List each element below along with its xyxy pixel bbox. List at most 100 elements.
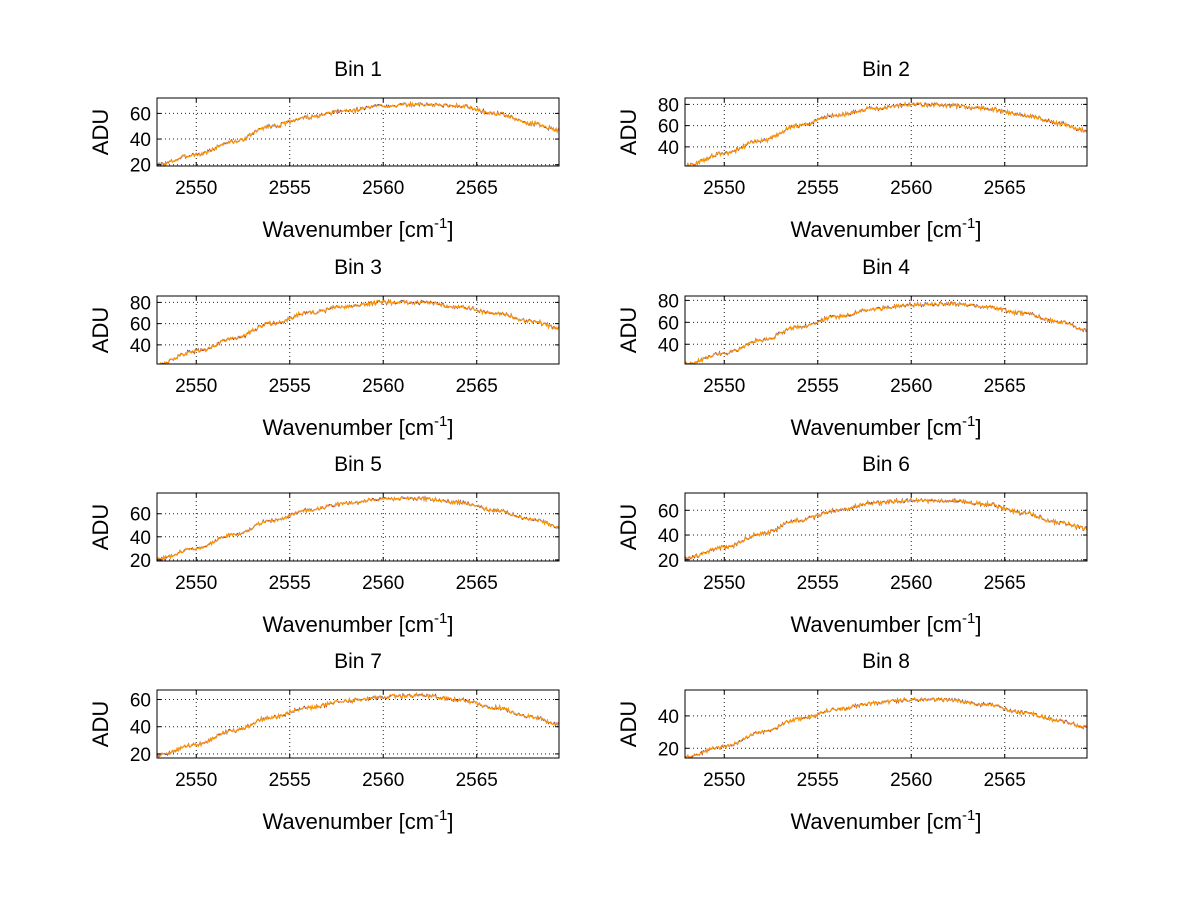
x-tick-label: 2565 — [984, 376, 1026, 397]
series-line-3 — [156, 101, 560, 167]
x-tick-label: 2555 — [269, 573, 311, 594]
subplot-1: Bin 1 2550 2555 2560 2565 20 40 60 Wavenumber [c… — [88, 58, 560, 242]
y-tick-label: 40 — [658, 707, 679, 728]
x-tick-label: 2560 — [362, 770, 404, 791]
y-axis-label: ADU — [88, 701, 113, 747]
y-tick-label: 40 — [130, 130, 151, 151]
y-tick-label: 60 — [658, 117, 679, 138]
x-tick-label: 2565 — [984, 573, 1026, 594]
y-axis-label: ADU — [88, 109, 113, 155]
x-tick-label: 2555 — [269, 376, 311, 397]
x-tick-label: 2560 — [890, 376, 932, 397]
x-tick-label: 2550 — [175, 573, 217, 594]
series-line-2 — [684, 301, 1088, 365]
series-line-3 — [157, 298, 560, 365]
series-line-2 — [684, 497, 1088, 561]
series-line-1 — [685, 101, 1088, 167]
y-tick-label: 80 — [658, 291, 679, 312]
y-axis-label: ADU — [616, 109, 641, 155]
x-axis-label: Wavenumber [cm-1] — [790, 807, 981, 834]
subplot-6: Bin 6 2550 2555 2560 2565 20 40 60 Wavenumber [c… — [616, 453, 1088, 637]
series-line-2 — [157, 298, 560, 365]
x-tick-label: 2550 — [175, 376, 217, 397]
x-axis-label: Wavenumber [cm-1] — [790, 610, 981, 637]
series-line-3 — [684, 497, 1088, 562]
subplot-title: Bin 3 — [334, 256, 382, 279]
axes-frame — [684, 689, 1088, 759]
axes-frame — [156, 689, 560, 759]
subplot-title: Bin 7 — [334, 650, 382, 673]
axes-frame — [156, 295, 560, 365]
x-tick-label: 2550 — [703, 178, 745, 199]
x-tick-label: 2560 — [890, 178, 932, 199]
x-tick-label: 2550 — [175, 770, 217, 791]
x-tick-label: 2560 — [362, 178, 404, 199]
x-tick-label: 2560 — [362, 376, 404, 397]
y-tick-label: 20 — [658, 739, 679, 760]
x-tick-label: 2550 — [175, 178, 217, 199]
subplot-title: Bin 8 — [862, 650, 910, 673]
x-axis-label: Wavenumber [cm-1] — [790, 413, 981, 440]
x-tick-label: 2560 — [890, 770, 932, 791]
y-tick-label: 60 — [130, 691, 151, 712]
axes-frame — [156, 492, 560, 562]
subplot-8: Bin 8 2550 2555 2560 2565 20 40 Wavenumber [cm-… — [616, 650, 1088, 834]
series-line-3 — [156, 495, 560, 561]
series-line-2 — [156, 692, 560, 758]
series-line-2 — [156, 101, 560, 167]
subplot-title: Bin 6 — [862, 453, 910, 476]
y-tick-label: 80 — [130, 293, 151, 314]
series-line-3 — [685, 100, 1088, 167]
x-tick-label: 2565 — [984, 770, 1026, 791]
series-line-2 — [684, 697, 1088, 759]
x-tick-label: 2555 — [269, 178, 311, 199]
x-axis-label: Wavenumber [cm-1] — [790, 215, 981, 242]
series-line-1 — [684, 497, 1088, 562]
y-tick-label: 60 — [658, 313, 679, 334]
series-line-1 — [156, 692, 560, 758]
series-line-1 — [156, 495, 560, 561]
series-line-1 — [157, 298, 560, 365]
y-tick-label: 20 — [658, 551, 679, 572]
series-line-3 — [684, 301, 1088, 365]
x-tick-label: 2565 — [456, 573, 498, 594]
series-line-1 — [684, 301, 1088, 365]
series-line-2 — [684, 102, 1088, 167]
axes-frame — [684, 97, 1088, 167]
x-tick-label: 2565 — [984, 178, 1026, 199]
series-line-2 — [156, 495, 560, 562]
axes-frame — [156, 97, 560, 167]
y-tick-label: 20 — [130, 745, 151, 766]
subplot-title: Bin 5 — [334, 453, 382, 476]
x-tick-label: 2565 — [456, 376, 498, 397]
y-tick-label: 40 — [130, 528, 151, 549]
x-tick-label: 2555 — [797, 770, 839, 791]
x-axis-label: Wavenumber [cm-1] — [262, 610, 453, 637]
x-axis-label: Wavenumber [cm-1] — [262, 807, 453, 834]
y-tick-label: 40 — [658, 526, 679, 547]
y-axis-label: ADU — [616, 701, 641, 747]
series-line-1 — [156, 101, 560, 167]
y-axis-label: ADU — [88, 307, 113, 353]
y-tick-label: 40 — [130, 336, 151, 357]
x-tick-label: 2550 — [703, 770, 745, 791]
x-tick-label: 2555 — [797, 178, 839, 199]
y-tick-label: 40 — [130, 718, 151, 739]
x-tick-label: 2555 — [797, 573, 839, 594]
x-tick-label: 2565 — [456, 770, 498, 791]
y-tick-label: 60 — [130, 505, 151, 526]
x-tick-label: 2555 — [797, 376, 839, 397]
axes-frame — [684, 492, 1088, 562]
y-axis-label: ADU — [616, 307, 641, 353]
y-tick-label: 60 — [658, 501, 679, 522]
x-tick-label: 2550 — [703, 376, 745, 397]
y-tick-label: 20 — [130, 156, 151, 177]
series-line-3 — [156, 692, 560, 757]
y-tick-label: 80 — [658, 95, 679, 116]
subplot-title: Bin 2 — [862, 58, 910, 81]
x-axis-label: Wavenumber [cm-1] — [262, 215, 453, 242]
